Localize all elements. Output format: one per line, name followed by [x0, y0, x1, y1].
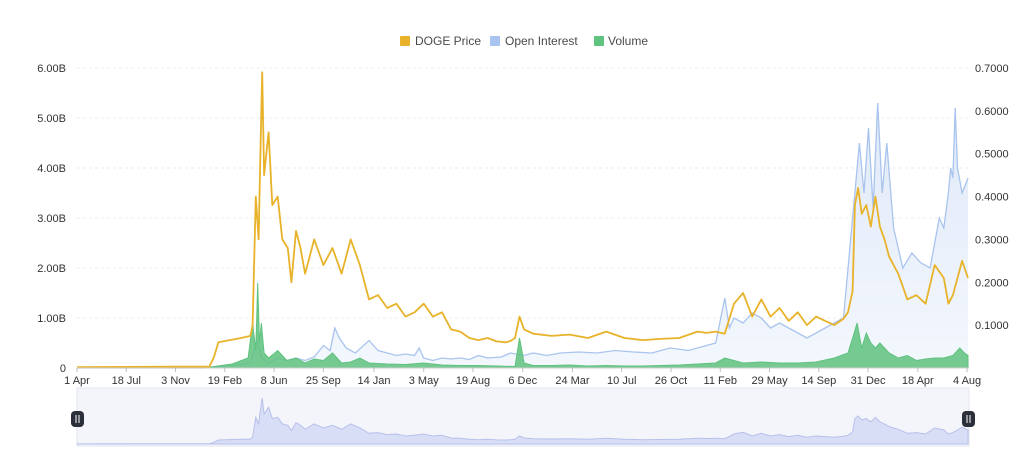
left-axis: 0 1.00B 2.00B 3.00B 4.00B 5.00B 6.00B — [37, 63, 66, 375]
x-tick-label: 3 Nov — [161, 375, 190, 387]
legend-label-open-interest: Open Interest — [505, 34, 578, 48]
x-tick-label: 10 Jul — [607, 375, 636, 387]
x-tick-label: 3 May — [409, 375, 439, 387]
legend-item-volume[interactable]: Volume — [594, 34, 648, 48]
right-tick-label: 0.3000 — [975, 234, 1009, 246]
right-tick-label: 0.4000 — [975, 192, 1009, 204]
x-tick-label: 19 Aug — [456, 375, 490, 387]
left-tick-label: 0 — [60, 363, 66, 375]
x-tick-label: 29 May — [752, 375, 789, 387]
right-tick-label: 0.2000 — [975, 277, 1009, 289]
legend-swatch-price — [400, 36, 410, 46]
left-tick-label: 3.00B — [37, 213, 66, 225]
legend-swatch-volume — [594, 36, 604, 46]
left-tick-label: 1.00B — [37, 313, 66, 325]
legend-item-price[interactable]: DOGE Price — [400, 34, 481, 48]
series-open-interest-line — [77, 102, 969, 369]
x-tick-label: 8 Jun — [261, 375, 288, 387]
legend-item-open-interest[interactable]: Open Interest — [490, 34, 578, 48]
navigator-handle-left[interactable] — [71, 411, 84, 427]
left-tick-label: 4.00B — [37, 163, 66, 175]
x-tick-label: 4 Aug — [953, 375, 981, 387]
x-axis: 1 Apr 18 Jul 3 Nov 19 Feb 8 Jun 25 Sep 14 Jan 3… — [64, 367, 981, 387]
series-volume-area — [77, 282, 969, 369]
navigator-handle-left-grip — [71, 411, 84, 427]
x-tick-label: 18 Apr — [902, 375, 934, 387]
navigator-handle-right[interactable] — [962, 411, 975, 427]
legend: DOGE Price Open Interest Volume — [400, 34, 648, 48]
legend-label-price: DOGE Price — [415, 34, 481, 48]
series-lines — [76, 71, 969, 369]
x-tick-label: 6 Dec — [508, 375, 537, 387]
range-navigator[interactable] — [71, 387, 975, 447]
navigator-series — [76, 397, 969, 445]
x-tick-label: 14 Jan — [357, 375, 390, 387]
x-tick-label: 18 Jul — [112, 375, 141, 387]
right-axis: 0.1000 0.2000 0.3000 0.4000 0.5000 0.6000 0.70… — [975, 63, 1009, 332]
left-tick-label: 2.00B — [37, 263, 66, 275]
x-tick-label: 11 Feb — [704, 375, 737, 387]
x-tick-label: 19 Feb — [208, 375, 242, 387]
series-open-interest-area — [77, 103, 968, 368]
right-tick-label: 0.7000 — [975, 63, 1009, 75]
legend-swatch-open-interest — [490, 36, 500, 46]
x-tick-label: 26 Oct — [655, 375, 687, 387]
right-tick-label: 0.1000 — [975, 320, 1009, 332]
left-tick-label: 6.00B — [37, 63, 66, 75]
left-tick-label: 5.00B — [37, 113, 66, 125]
x-tick-label: 31 Dec — [851, 375, 886, 387]
x-tick-label: 14 Sep — [801, 375, 836, 387]
series-areas — [77, 103, 968, 368]
navigator-preview — [76, 397, 969, 445]
x-tick-label: 1 Apr — [64, 375, 90, 387]
x-tick-label: 24 Mar — [555, 375, 590, 387]
legend-label-volume: Volume — [608, 34, 648, 48]
right-tick-label: 0.6000 — [975, 106, 1009, 118]
series-doge-price-line — [76, 71, 969, 368]
right-tick-label: 0.5000 — [975, 149, 1009, 161]
navigator-handle-right-grip — [962, 411, 975, 427]
x-tick-label: 25 Sep — [306, 375, 341, 387]
